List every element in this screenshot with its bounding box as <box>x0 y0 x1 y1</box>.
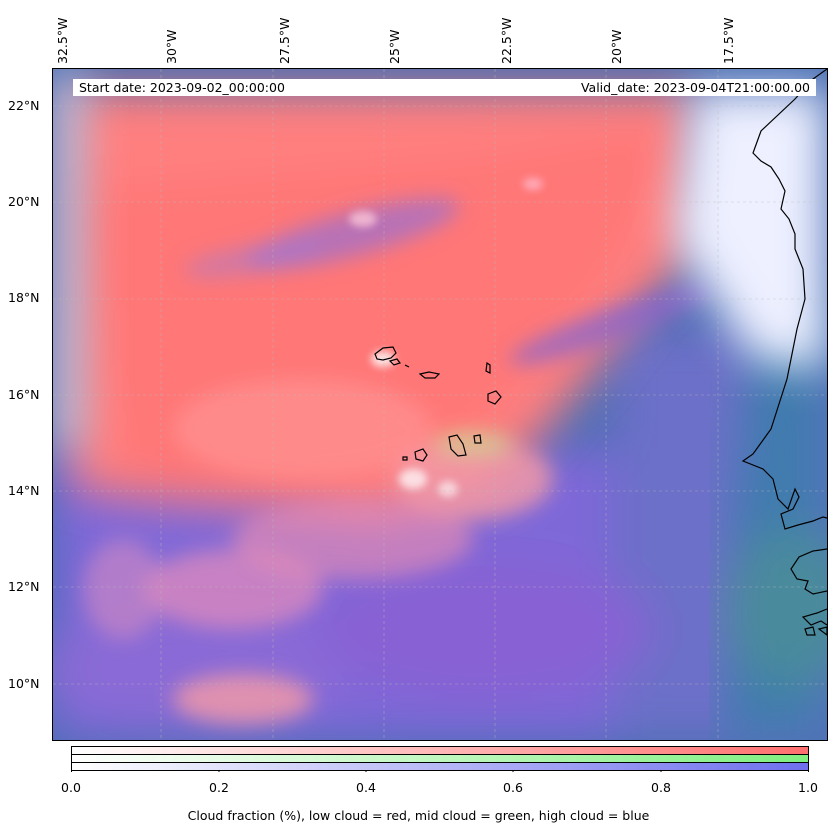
colorbar-tick-0-8: 0.8 <box>651 780 671 795</box>
coastline-guinea <box>801 608 827 626</box>
date-info-bar: Start date: 2023-09-02_00:00:00 Valid_da… <box>73 79 816 96</box>
start-date-label: Start date: 2023-09-02_00:00:00 <box>79 80 285 95</box>
island-sao-nicolau <box>418 371 441 379</box>
colorbar-tick-0-2: 0.2 <box>209 780 229 795</box>
lon-label-17-5w: 17.5°W <box>721 17 736 64</box>
clear-patches <box>349 178 543 497</box>
island-sao-vicente <box>388 358 401 366</box>
lat-label-14n: 14°N <box>8 483 40 498</box>
colorbar-ticks <box>71 771 809 772</box>
continental-area <box>723 299 827 740</box>
colorbar-caption: Cloud fraction (%), low cloud = red, mid… <box>187 808 650 823</box>
lat-label-10n: 10°N <box>8 676 40 691</box>
colorbar <box>71 746 809 772</box>
lon-label-20w: 20°W <box>609 29 624 64</box>
colorbar-tick-0-0: 0.0 <box>61 780 81 795</box>
lat-label-12n: 12°N <box>8 579 40 594</box>
valid-date-label: Valid_date: 2023-09-04T21:00:00.00 <box>580 80 810 95</box>
lat-label-18n: 18°N <box>8 290 40 305</box>
mid-cloud-bands <box>184 198 717 456</box>
lon-label-27-5w: 27.5°W <box>277 17 292 64</box>
colorbar-tick-0-6: 0.6 <box>503 780 523 795</box>
low-cloud-texture <box>83 379 553 724</box>
lon-label-32-5w: 32.5°W <box>55 17 70 64</box>
coastline-gambia-guinea-bissau <box>790 548 827 595</box>
lat-label-20n: 20°N <box>8 194 40 209</box>
graticule <box>53 69 827 740</box>
colorbar-mid-cloud <box>71 754 809 763</box>
african-coastline <box>741 69 827 636</box>
colorbar-tick-1-0: 1.0 <box>798 780 818 795</box>
lon-label-22-5w: 22.5°W <box>499 17 514 64</box>
colorbar-tick-0-4: 0.4 <box>356 780 376 795</box>
island-brava <box>402 456 408 461</box>
lat-label-22n: 22°N <box>8 98 40 113</box>
island-sal <box>485 361 491 374</box>
cape-verde-islands <box>374 346 502 462</box>
island-boa-vista <box>487 390 502 405</box>
lat-label-16n: 16°N <box>8 387 40 402</box>
colorbar-high-cloud <box>71 762 809 771</box>
clear-region-northeast <box>53 69 827 449</box>
coastline-bijagos <box>804 626 827 636</box>
coastline-mauritania-senegal <box>741 69 827 530</box>
island-santa-luzia <box>404 364 410 368</box>
island-maio <box>473 434 482 444</box>
lon-label-30w: 30°W <box>164 29 179 64</box>
lon-label-25w: 25°W <box>387 29 402 64</box>
colorbar-low-cloud <box>71 746 809 755</box>
cloud-fraction-map: Start date: 2023-09-02_00:00:00 Valid_da… <box>52 68 828 741</box>
map-canvas <box>53 69 827 740</box>
island-santo-antao <box>374 346 397 361</box>
island-santiago <box>448 434 467 457</box>
island-fogo <box>414 448 428 462</box>
